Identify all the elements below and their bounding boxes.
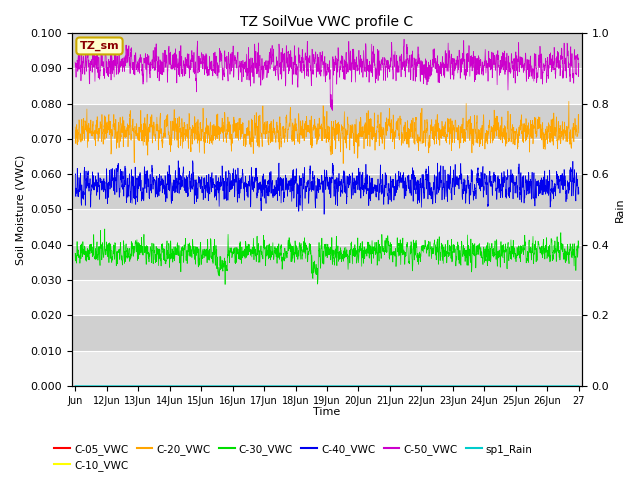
Legend: C-05_VWC, C-10_VWC, C-20_VWC, C-30_VWC, C-40_VWC, C-50_VWC, sp1_Rain: C-05_VWC, C-10_VWC, C-20_VWC, C-30_VWC, … [50, 439, 537, 475]
Bar [72, 33, 582, 68]
Bar [72, 174, 582, 209]
Bar [72, 139, 582, 174]
Bar [72, 280, 582, 315]
Bar [72, 104, 582, 139]
Y-axis label: Rain: Rain [615, 197, 625, 222]
X-axis label: Time: Time [314, 407, 340, 417]
Bar [72, 350, 582, 386]
Bar [72, 209, 582, 245]
Bar [72, 68, 582, 104]
Y-axis label: Soil Moisture (VWC): Soil Moisture (VWC) [15, 154, 25, 264]
Title: TZ SoilVue VWC profile C: TZ SoilVue VWC profile C [241, 15, 413, 29]
Bar [72, 245, 582, 280]
Bar [72, 315, 582, 350]
Text: TZ_sm: TZ_sm [79, 41, 119, 51]
